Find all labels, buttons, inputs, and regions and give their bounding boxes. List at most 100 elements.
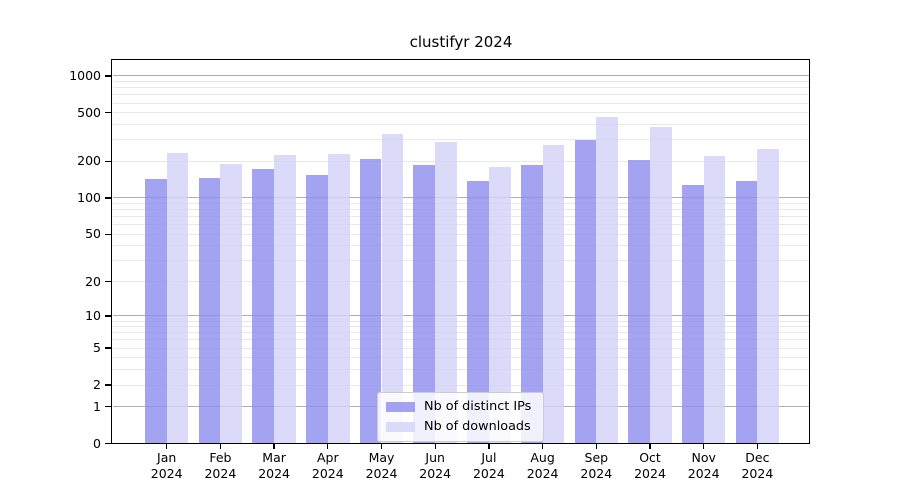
y-tick-label: 5: [93, 340, 101, 356]
minor-gridline: [113, 326, 809, 328]
minor-gridline: [113, 260, 809, 262]
bar-ips-mar: [252, 169, 275, 444]
bar-downloads-aug: [542, 144, 565, 444]
y-tick-label: 100: [77, 189, 101, 205]
minor-gridline: [113, 224, 809, 226]
minor-gridline: [113, 139, 809, 141]
minor-gridline: [113, 216, 809, 218]
x-tick: [541, 444, 544, 449]
minor-gridline: [113, 94, 809, 96]
bar-downloads-nov: [703, 155, 726, 444]
minor-gridline: [113, 233, 809, 235]
legend: Nb of distinct IPs Nb of downloads: [377, 392, 545, 442]
bar-ips-may: [359, 158, 382, 444]
bar-ips-dec: [735, 181, 758, 444]
x-tick: [595, 444, 597, 449]
bar-downloads-dec: [757, 149, 780, 444]
bar-downloads-sep: [596, 117, 619, 444]
x-tick-label: Apr 2024: [311, 450, 344, 481]
x-tick: [703, 444, 705, 449]
bar-downloads-apr: [327, 153, 350, 444]
x-tick: [649, 444, 651, 449]
bar-ips-jan: [144, 179, 167, 444]
x-tick: [327, 444, 329, 449]
y-tick: [105, 442, 112, 445]
bar-downloads-jul: [488, 166, 511, 444]
minor-gridline: [113, 124, 809, 126]
x-tick-label: Jan 2024: [150, 450, 183, 481]
x-tick-label: Mar 2024: [258, 450, 290, 481]
major-gridline: [113, 197, 809, 199]
x-tick: [488, 444, 490, 449]
bar-ips-feb: [198, 178, 221, 444]
y-tick-label: 0: [93, 435, 101, 451]
minor-gridline: [113, 281, 809, 283]
legend-label-distinct-ips: Nb of distinct IPs: [424, 399, 532, 414]
minor-gridline: [113, 160, 809, 162]
legend-item-downloads: Nb of downloads: [386, 419, 531, 435]
y-tick: [105, 233, 112, 235]
y-tick: [105, 384, 112, 386]
bar-ips-sep: [574, 140, 597, 444]
minor-gridline: [113, 81, 809, 83]
x-tick-label: Dec 2024: [741, 450, 774, 481]
minor-gridline: [113, 357, 809, 359]
y-tick-label: 1: [93, 398, 101, 414]
bar-downloads-oct: [650, 127, 672, 444]
bar-ips-oct: [628, 159, 650, 444]
y-tick: [105, 75, 112, 77]
x-tick: [380, 444, 383, 449]
minor-gridline: [113, 87, 809, 89]
x-tick-label: Sep 2024: [580, 450, 613, 481]
y-tick: [105, 112, 112, 114]
y-tick-label: 1000: [69, 67, 101, 83]
bar-downloads-feb: [220, 163, 243, 444]
minor-gridline: [113, 384, 809, 386]
y-tick: [105, 315, 112, 317]
bar-downloads-may: [381, 134, 404, 444]
y-tick-label: 10: [85, 307, 101, 323]
x-tick: [166, 444, 168, 449]
legend-label-downloads: Nb of downloads: [424, 419, 531, 434]
minor-gridline: [113, 347, 809, 349]
x-tick-label: May 2024: [365, 450, 398, 481]
major-gridline: [113, 315, 809, 317]
bar-downloads-jun: [435, 142, 457, 444]
bar-ips-jul: [467, 180, 489, 444]
minor-gridline: [113, 369, 809, 371]
x-tick: [434, 444, 436, 449]
y-tick: [105, 160, 112, 163]
y-tick-label: 500: [77, 104, 101, 120]
minor-gridline: [113, 339, 809, 341]
legend-item-distinct-ips: Nb of distinct IPs: [386, 399, 531, 415]
minor-gridline: [113, 332, 809, 334]
bar-ips-aug: [520, 165, 543, 444]
minor-gridline: [113, 209, 809, 211]
minor-gridline: [113, 203, 809, 205]
y-tick-label: 2: [93, 377, 101, 393]
legend-swatch-distinct-ips: [386, 402, 415, 412]
x-tick: [219, 444, 222, 449]
y-tick-label: 50: [85, 226, 101, 242]
x-tick-label: Nov 2024: [687, 450, 720, 481]
bar-ips-nov: [681, 184, 704, 444]
bar-ips-jun: [413, 164, 436, 444]
bar-downloads-mar: [274, 155, 296, 444]
y-tick: [105, 197, 112, 199]
x-tick: [756, 444, 759, 449]
minor-gridline: [113, 112, 809, 114]
minor-gridline: [113, 245, 809, 247]
bar-downloads-jan: [166, 153, 189, 444]
x-tick-label: Jul 2024: [472, 450, 505, 481]
y-tick-label: 20: [85, 273, 101, 289]
minor-gridline: [113, 320, 809, 322]
minor-gridline: [113, 102, 809, 104]
legend-swatch-downloads: [386, 422, 415, 432]
chart-title: clustifyr 2024: [409, 33, 513, 51]
y-tick-label: 200: [77, 153, 101, 169]
x-tick-label: Jun 2024: [419, 450, 452, 481]
y-tick: [105, 347, 112, 349]
x-tick: [273, 444, 275, 449]
y-tick: [105, 405, 112, 408]
